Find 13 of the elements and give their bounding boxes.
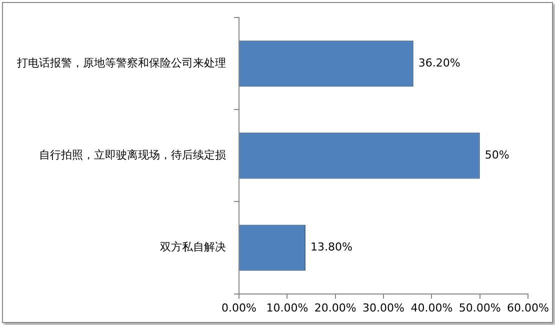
- x-tick-label: 0.00%: [222, 301, 256, 314]
- x-tick-label: 30.00%: [362, 301, 404, 314]
- y-tick-label: 打电话报警，原地等警察和保险公司来处理: [16, 56, 226, 70]
- x-tick-label: 10.00%: [266, 301, 308, 314]
- data-label: 13.80%: [310, 240, 352, 254]
- x-tick-label: 40.00%: [410, 301, 453, 314]
- data-label: 50%: [484, 148, 510, 162]
- x-tick-label: 20.00%: [314, 301, 356, 314]
- y-tick-label: 双方私自解决: [160, 240, 226, 254]
- x-tick-label: 50.00%: [458, 301, 501, 314]
- x-tick-label: 60.00%: [507, 301, 550, 314]
- data-label: 36.20%: [418, 56, 460, 70]
- y-tick-label: 自行拍照，立即驶离现场，待后续定损: [39, 148, 226, 162]
